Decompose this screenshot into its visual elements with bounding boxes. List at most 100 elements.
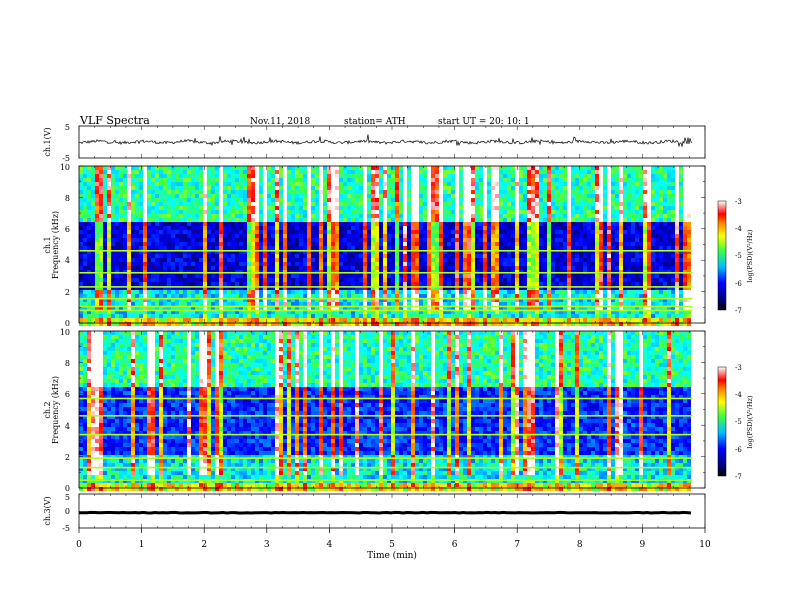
spectrogram-cell: [191, 322, 195, 326]
spectrogram-cell: [307, 246, 311, 250]
spectrogram-cell: [379, 250, 383, 254]
spectrogram-cell: [95, 202, 99, 206]
spectrogram-cell: [83, 262, 87, 266]
spectrogram-cell: [271, 174, 275, 178]
spectrogram-cell: [203, 318, 207, 322]
spectrogram-cell: [231, 182, 235, 186]
spectrogram-cell: [239, 258, 243, 262]
spectrogram-cell: [243, 262, 247, 266]
spectrogram-cell: [223, 210, 227, 214]
spectrogram-cell: [287, 226, 291, 230]
spectrogram-cell: [455, 218, 459, 222]
spectrogram-cell: [315, 322, 319, 326]
spectrogram-cell: [287, 222, 291, 226]
spectrogram-cell: [291, 230, 295, 234]
spectrogram-cell: [291, 254, 295, 258]
spectrogram-cell: [387, 254, 391, 258]
spectrogram-cell: [239, 190, 243, 194]
spectrogram-cell: [487, 166, 491, 170]
spectrogram-cell: [523, 214, 527, 218]
spectrogram-cell: [331, 298, 335, 302]
spectrogram-cell: [535, 166, 539, 170]
spectrogram-cell: [451, 246, 455, 250]
spectrogram-cell: [499, 186, 503, 190]
spectrogram-cell: [387, 282, 391, 286]
spectrogram-cell: [423, 170, 427, 174]
spectrogram-cell: [159, 238, 163, 242]
spectrogram-cell: [259, 178, 263, 182]
spectrogram-cell: [567, 242, 571, 246]
spectrogram-cell: [439, 294, 443, 298]
spectrogram-cell: [103, 298, 107, 302]
spectrogram-cell: [159, 194, 163, 198]
spectrogram-cell: [319, 230, 323, 234]
spectrogram-cell: [99, 314, 103, 318]
spectrogram-cell: [411, 258, 415, 262]
spectrogram-cell: [383, 214, 387, 218]
spectrogram-cell: [191, 238, 195, 242]
spectrogram-cell: [219, 310, 223, 314]
spectrogram-cell: [407, 290, 411, 294]
spectrogram-cell: [567, 218, 571, 222]
spectrogram-cell: [179, 198, 183, 202]
spectrogram-cell: [211, 230, 215, 234]
spectrogram-cell: [415, 210, 419, 214]
spectrogram-cell: [499, 218, 503, 222]
spectrogram-cell: [539, 290, 543, 294]
spectrogram-cell: [211, 238, 215, 242]
spectrogram-cell: [407, 178, 411, 182]
spectrogram-cell: [159, 310, 163, 314]
spectrogram-cell: [487, 318, 491, 322]
spectrogram-cell: [363, 218, 367, 222]
spectrogram-cell: [275, 250, 279, 254]
spectrogram-cell: [139, 206, 143, 210]
spectrogram-cell: [99, 294, 103, 298]
spectrogram-cell: [119, 322, 123, 326]
spectrogram-cell: [371, 190, 375, 194]
spectrogram-cell: [295, 258, 299, 262]
spectrogram-cell: [243, 238, 247, 242]
spectrogram-cell: [335, 242, 339, 246]
spectrogram-cell: [339, 166, 343, 170]
spectrogram-cell: [523, 318, 527, 322]
spectrogram-cell: [559, 314, 563, 318]
spectrogram-cell: [439, 282, 443, 286]
spectrogram-cell: [115, 234, 119, 238]
spectrogram-cell: [455, 310, 459, 314]
spectrogram-cell: [507, 278, 511, 282]
spectrogram-cell: [391, 298, 395, 302]
spectrogram-cell: [279, 226, 283, 230]
spectrogram-cell: [311, 254, 315, 258]
spectrogram-cell: [275, 278, 279, 282]
spectrogram-cell: [139, 186, 143, 190]
spectrogram-cell: [555, 250, 559, 254]
spectrogram-cell: [439, 210, 443, 214]
spectrogram-cell: [399, 226, 403, 230]
spectrogram-cell: [407, 278, 411, 282]
spectrogram-cell: [363, 166, 367, 170]
spectrogram-cell: [411, 254, 415, 258]
spectrogram-cell: [499, 206, 503, 210]
spectrogram-cell: [563, 282, 567, 286]
spectrogram-cell: [179, 234, 183, 238]
spectrogram-cell: [331, 166, 335, 170]
spectrogram-cell: [555, 230, 559, 234]
spectrogram-cell: [127, 190, 131, 194]
spectrogram-cell: [211, 198, 215, 202]
spectrogram-cell: [575, 222, 579, 226]
spectrogram-cell: [559, 322, 563, 326]
spectrogram-cell: [419, 266, 423, 270]
spectrogram-cell: [447, 302, 451, 306]
spectrogram-cell: [179, 222, 183, 226]
spectrogram-cell: [223, 262, 227, 266]
spectrogram-cell: [383, 278, 387, 282]
spectrogram-cell: [463, 210, 467, 214]
spectrogram-cell: [83, 202, 87, 206]
spectrogram-cell: [475, 294, 479, 298]
spectrogram-cell: [131, 238, 135, 242]
spectrogram-cell: [359, 278, 363, 282]
spectrogram-cell: [351, 186, 355, 190]
spectrogram-cell: [379, 194, 383, 198]
spectrogram-cell: [199, 214, 203, 218]
spectrogram-cell: [527, 230, 531, 234]
